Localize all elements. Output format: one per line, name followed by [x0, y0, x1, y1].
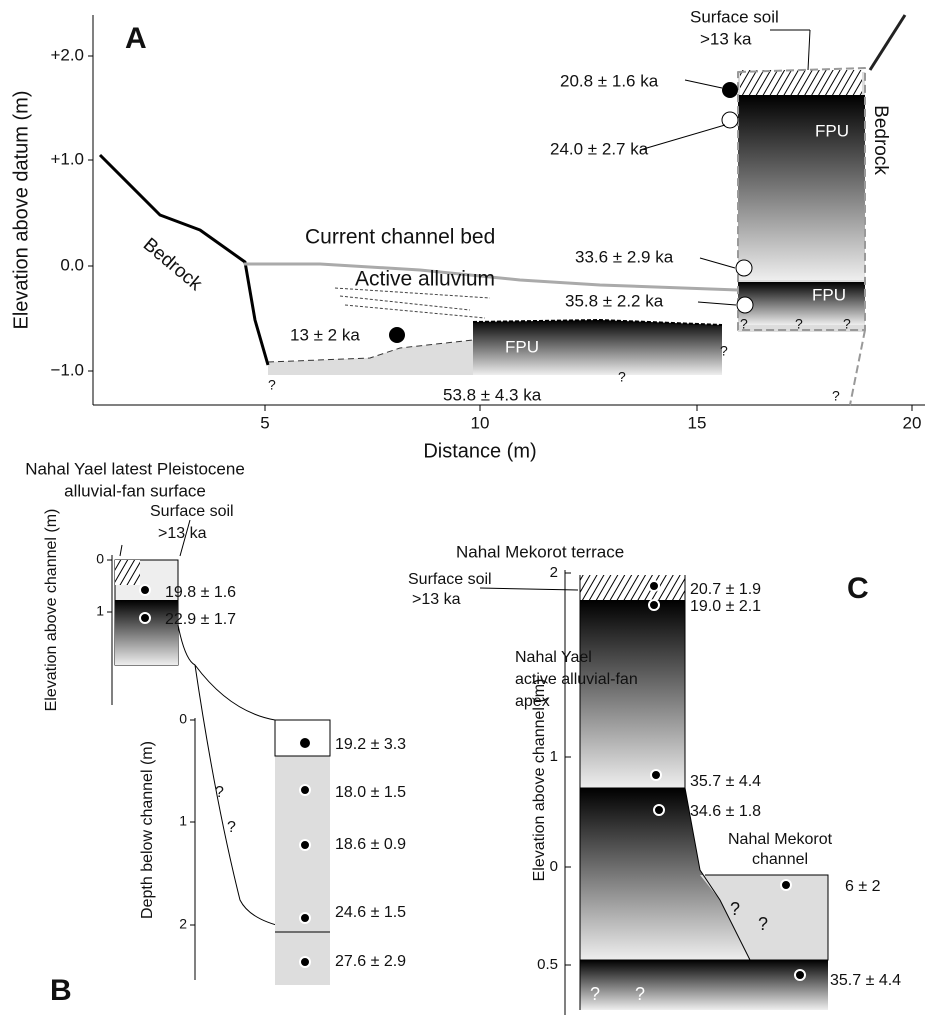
label: 6 ± 2: [845, 878, 881, 895]
label: >13 ka: [412, 591, 461, 608]
question-mark: ?: [268, 377, 276, 393]
question-mark: ?: [215, 784, 224, 801]
label: apex: [515, 693, 550, 710]
label: Active alluvium: [355, 268, 495, 291]
label: Nahal Mekorot: [728, 831, 833, 848]
question-mark: ?: [832, 388, 840, 404]
question-mark: ?: [795, 316, 803, 332]
question-mark: ?: [758, 914, 768, 934]
axis-title: Elevation above datum (m): [10, 90, 32, 329]
panel-b-shapes: [111, 519, 331, 985]
panel-c-shapes: [479, 570, 829, 1015]
axis-title: Distance (m): [423, 440, 536, 462]
label: Nahal Yael: [515, 649, 592, 666]
panel-label: A: [125, 22, 147, 55]
label: Current channel bed: [305, 226, 495, 249]
label: 53.8 ± 4.3 ka: [443, 385, 542, 404]
label: 24.6 ± 1.5: [335, 904, 406, 921]
tick-label: 2: [179, 916, 187, 932]
label: 35.7 ± 4.4: [690, 773, 761, 790]
tick-label: 1: [96, 603, 104, 619]
tick-label: 0: [179, 711, 187, 727]
label: Surface soil: [690, 7, 779, 26]
question-mark: ?: [590, 984, 600, 1004]
label: 35.8 ± 2.2 ka: [565, 291, 664, 310]
axis-title: Elevation above channel (m): [531, 679, 548, 882]
question-mark: ?: [635, 984, 645, 1004]
label: active alluvial-fan: [515, 671, 638, 688]
label: 13 ± 2 ka: [290, 325, 360, 344]
panel-a-shapes: [92, 14, 925, 406]
label: Surface soil: [150, 503, 234, 520]
label: alluvial-fan surface: [64, 481, 206, 500]
tick-label: 20: [903, 413, 922, 432]
label: 18.6 ± 0.9: [335, 836, 406, 853]
label: 19.0 ± 2.1: [690, 598, 761, 615]
label: 22.9 ± 1.7: [165, 611, 236, 628]
label: 20.7 ± 1.9: [690, 581, 761, 598]
label: FPU: [812, 285, 846, 304]
label: 18.0 ± 1.5: [335, 784, 406, 801]
label: FPU: [505, 337, 539, 356]
label: 24.0 ± 2.7 ka: [550, 139, 649, 158]
label: FPU: [815, 121, 849, 140]
rotated-label: Bedrock: [870, 105, 891, 175]
panel-label: B: [50, 974, 72, 1007]
tick-label: 0.0: [60, 255, 84, 274]
question-mark: ?: [227, 819, 236, 836]
tick-label: 0: [550, 858, 558, 875]
tick-label: +2.0: [50, 45, 84, 64]
tick-label: +1.0: [50, 149, 84, 168]
question-mark: ?: [843, 316, 851, 332]
label: Surface soil: [408, 571, 492, 588]
label: 27.6 ± 2.9: [335, 953, 406, 970]
label: channel: [752, 851, 808, 868]
axis-title: Elevation above channel (m): [43, 509, 60, 712]
tick-label: −1.0: [50, 360, 84, 379]
tick-label: 1: [179, 813, 187, 829]
rotated-label: Bedrock: [139, 234, 206, 295]
tick-label: 0: [96, 551, 104, 567]
label: 34.6 ± 1.8: [690, 803, 761, 820]
label: >13 ka: [158, 525, 207, 542]
tick-label: 0.5: [537, 956, 558, 973]
question-mark: ?: [720, 343, 728, 359]
tick-label: 5: [260, 413, 269, 432]
label: 19.8 ± 1.6: [165, 584, 236, 601]
question-mark: ?: [740, 316, 748, 332]
question-mark: ?: [618, 369, 626, 385]
label: Nahal Yael latest Pleistocene: [25, 459, 245, 478]
label: 35.7 ± 4.4: [830, 972, 901, 989]
label: >13 ka: [700, 29, 752, 48]
axis-title: Depth below channel (m): [139, 741, 156, 919]
tick-label: 15: [688, 413, 707, 432]
label: 33.6 ± 2.9 ka: [575, 247, 674, 266]
tick-label: 2: [550, 564, 558, 581]
tick-label: 1: [550, 748, 558, 765]
panel-label: C: [847, 572, 869, 605]
tick-label: 10: [471, 413, 490, 432]
question-mark: ?: [730, 899, 740, 919]
label: 20.8 ± 1.6 ka: [560, 71, 659, 90]
label: 19.2 ± 3.3: [335, 736, 406, 753]
title: Nahal Mekorot terrace: [456, 542, 624, 561]
